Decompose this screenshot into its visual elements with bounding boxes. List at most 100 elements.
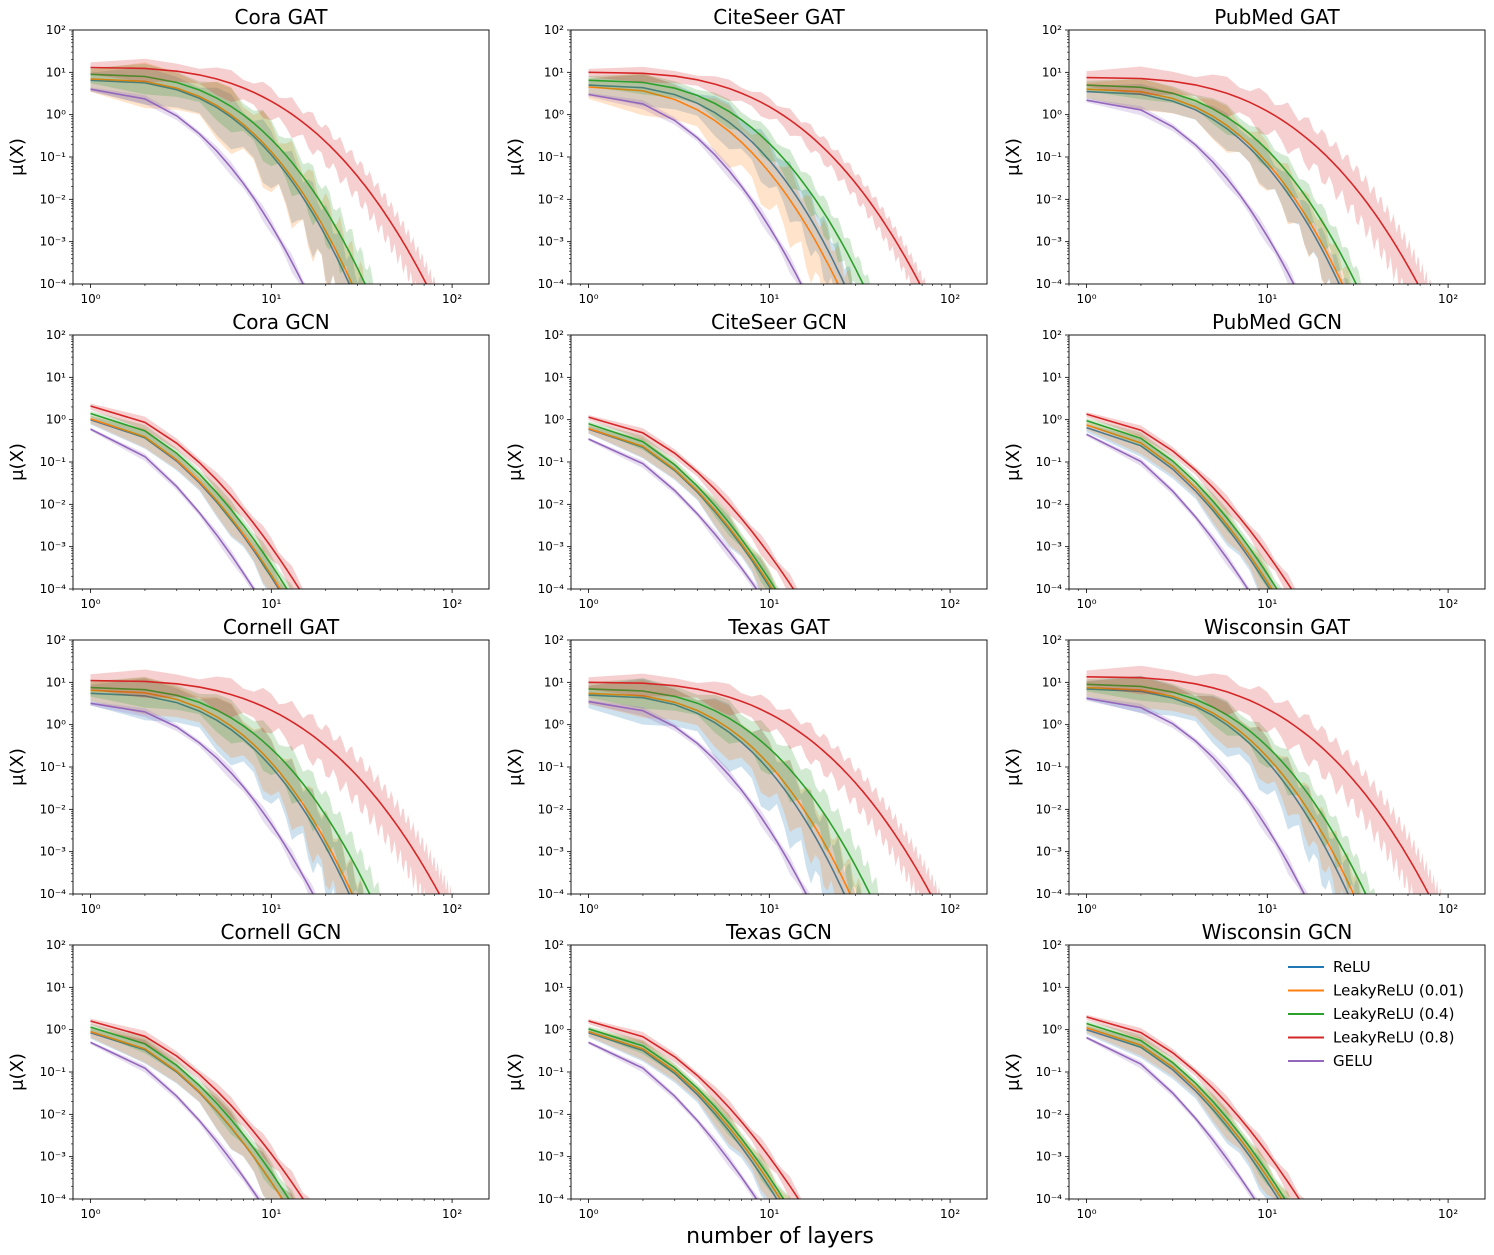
y-tick-label: 10⁻¹: [40, 1065, 67, 1079]
y-tick-label: 10⁻⁴: [538, 582, 565, 596]
y-tick-label: 10⁻²: [40, 192, 67, 206]
y-tick-label: 10⁻²: [1036, 497, 1063, 511]
y-tick-label: 10²: [1042, 633, 1062, 647]
band-leakyrelu-0-01: [1086, 421, 1278, 589]
x-tick-label: 10¹: [261, 902, 281, 916]
y-tick-label: 10⁰: [1042, 1023, 1062, 1037]
series-group: [1086, 665, 1444, 894]
y-tick-label: 10⁻²: [538, 192, 565, 206]
y-tick-label: 10²: [1042, 23, 1062, 37]
y-tick-label: 10¹: [544, 370, 564, 384]
panel-title: Cora GCN: [232, 310, 329, 334]
line-leakyrelu-0-8: [588, 71, 921, 284]
band-gelu: [1086, 433, 1251, 589]
y-tick-label: 10⁻³: [538, 540, 565, 554]
line-leakyrelu-0-01: [1086, 88, 1344, 284]
panel-cora-gat: Cora GAT μ(X) 10² 10¹ 10⁰ 10⁻¹ 10⁻² 10⁻³ 10⁻⁴ 10⁰…: [7, 5, 490, 306]
legend: ReLU LeakyReLU (0.01) LeakyReLU (0.4) Leaky…: [1288, 958, 1464, 1070]
x-axis-label: number of layers: [686, 1224, 874, 1249]
y-axis-label: μ(X): [7, 1053, 28, 1091]
series-group: [588, 673, 943, 894]
line-leakyrelu-0-8: [90, 405, 301, 589]
line-gelu: [90, 1041, 260, 1199]
y-tick-label: 10²: [544, 633, 564, 647]
y-tick-label: 10²: [46, 23, 66, 37]
x-tick-label: 10¹: [759, 1207, 779, 1221]
plot-frame: [1068, 639, 1486, 895]
panel-title: Cornell GAT: [223, 615, 340, 639]
y-tick-label: 10⁻¹: [538, 760, 565, 774]
y-tick-label: 10⁰: [544, 1023, 564, 1037]
line-leakyrelu-0-8: [1086, 76, 1419, 284]
line-leakyrelu-0-8: [1086, 413, 1293, 589]
panel-title: Cornell GCN: [221, 920, 342, 944]
line-leakyrelu-0-01: [90, 418, 282, 589]
panel-title: Cora GAT: [235, 5, 329, 29]
band-gelu: [588, 1041, 761, 1199]
line-leakyrelu-0-4: [1086, 419, 1278, 589]
y-tick-label: 10²: [1042, 328, 1062, 342]
y-tick-label: 10⁰: [1042, 413, 1062, 427]
plot-frame: [1068, 334, 1486, 590]
x-tick-label: 10⁰: [80, 597, 100, 611]
line-leakyrelu-0-4: [90, 73, 366, 284]
y-axis-label: μ(X): [7, 748, 28, 786]
y-tick-label: 10¹: [46, 980, 66, 994]
band-relu: [588, 678, 862, 894]
y-tick-label: 10⁻³: [1036, 845, 1063, 859]
x-tick-label: 10⁰: [1076, 902, 1096, 916]
y-tick-label: 10²: [46, 938, 66, 952]
panel-title: PubMed GAT: [1214, 5, 1340, 29]
series-group: [90, 58, 438, 284]
x-tick-label: 10¹: [759, 292, 779, 306]
y-tick-label: 10¹: [46, 370, 66, 384]
panel-citeseer-gcn: CiteSeer GCN μ(X) 10² 10¹ 10⁰ 10⁻¹ 10⁻² 10⁻³ 10⁻…: [505, 310, 988, 611]
y-tick-label: 10¹: [544, 980, 564, 994]
line-gelu: [1086, 697, 1306, 894]
line-leakyrelu-0-8: [1086, 1016, 1301, 1199]
line-leakyrelu-0-8: [588, 681, 932, 894]
y-tick-label: 10⁻²: [1036, 802, 1063, 816]
line-leakyrelu-0-4: [1086, 1022, 1286, 1199]
line-leakyrelu-0-8: [90, 1020, 305, 1199]
band-leakyrelu-0-01: [588, 680, 862, 894]
line-leakyrelu-0-8: [90, 66, 428, 284]
panels: Cora GAT μ(X) 10² 10¹ 10⁰ 10⁻¹ 10⁻² 10⁻³ 10⁻⁴ 10⁰…: [7, 5, 1486, 1221]
y-tick-label: 10⁰: [46, 718, 66, 732]
plot-frame: [1068, 944, 1486, 1200]
line-relu: [588, 694, 846, 894]
y-axis-label: μ(X): [505, 748, 526, 786]
y-tick-label: 10⁻²: [1036, 192, 1063, 206]
line-gelu: [90, 88, 304, 284]
line-relu: [1086, 688, 1349, 894]
band-leakyrelu-0-8: [1086, 66, 1431, 284]
series-group: [1086, 1014, 1305, 1199]
band-leakyrelu-0-4: [588, 421, 780, 589]
y-tick-label: 10¹: [1042, 65, 1062, 79]
y-axis-label: μ(X): [7, 138, 28, 176]
band-gelu: [588, 437, 761, 589]
line-leakyrelu-0-01: [1086, 1027, 1283, 1199]
band-leakyrelu-0-8: [90, 1018, 311, 1199]
line-leakyrelu-0-01: [90, 78, 353, 284]
panel-cornell-gat: Cornell GAT μ(X) 10² 10¹ 10⁰ 10⁻¹ 10⁻² 10⁻³ 10⁻⁴…: [7, 615, 490, 916]
y-axis-label: μ(X): [7, 443, 28, 481]
band-gelu: [1086, 1036, 1259, 1199]
line-relu: [1086, 1028, 1280, 1199]
y-tick-label: 10⁰: [544, 108, 564, 122]
x-tick-label: 10⁰: [578, 292, 598, 306]
y-tick-label: 10⁻³: [538, 845, 565, 859]
band-leakyrelu-0-4: [1086, 78, 1362, 284]
line-leakyrelu-0-01: [588, 1030, 782, 1199]
y-tick-label: 10¹: [544, 675, 564, 689]
y-axis-label: μ(X): [1003, 443, 1024, 481]
y-tick-label: 10⁻⁴: [1036, 887, 1063, 901]
band-leakyrelu-0-8: [588, 673, 943, 894]
panel-title: Texas GAT: [727, 615, 830, 639]
x-tick-label: 10⁰: [80, 292, 100, 306]
panel-title: Wisconsin GAT: [1204, 615, 1351, 639]
y-tick-label: 10¹: [1042, 370, 1062, 384]
line-gelu: [588, 93, 802, 284]
line-relu: [1086, 426, 1271, 589]
y-tick-label: 10⁻⁴: [1036, 582, 1063, 596]
